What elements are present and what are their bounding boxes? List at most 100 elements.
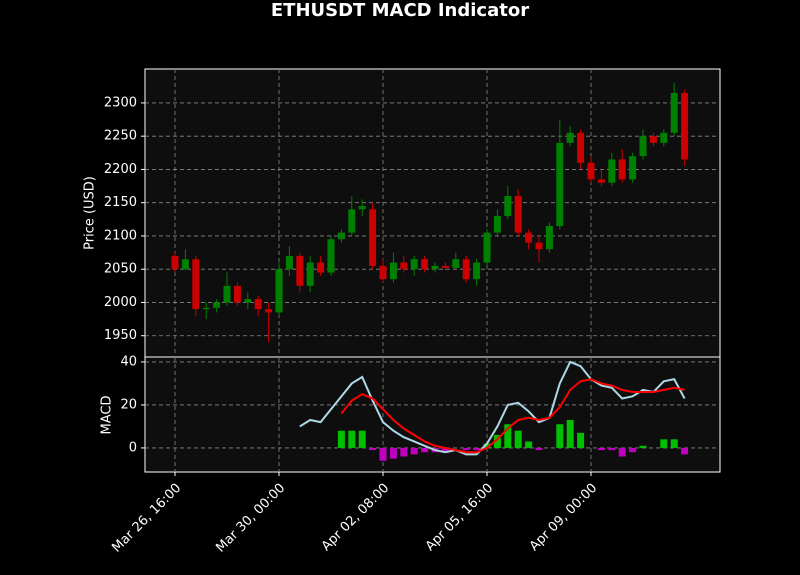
candle-body — [317, 262, 325, 273]
macd-axis-label: MACD — [100, 396, 115, 435]
histogram-bar — [629, 447, 637, 453]
candle-body — [525, 232, 533, 243]
histogram-bar — [389, 447, 397, 459]
candle-body — [348, 209, 356, 233]
x-tick-label: Apr 02, 08:00 — [319, 481, 392, 554]
histogram-bar — [639, 445, 647, 448]
candle-body — [441, 265, 449, 268]
candle-body — [254, 299, 262, 310]
histogram-bar — [535, 447, 543, 451]
candle-body — [223, 285, 231, 303]
y-tick-label: 0 — [129, 440, 137, 455]
x-tick-label: Apr 09, 00:00 — [527, 481, 600, 554]
candle-body — [597, 179, 605, 183]
histogram-bar — [473, 447, 481, 451]
histogram-bar — [400, 447, 408, 457]
candle-body — [337, 232, 345, 240]
histogram-bar — [410, 447, 418, 455]
candle-body — [296, 255, 304, 286]
histogram-bar — [421, 447, 429, 453]
x-tick-label: Mar 26, 16:00 — [109, 481, 184, 556]
histogram-bar — [608, 447, 616, 451]
candle-body — [618, 159, 626, 180]
y-tick-label: 2050 — [104, 262, 137, 277]
candle-body — [473, 262, 481, 280]
candle-body — [452, 259, 460, 268]
candle-body — [504, 196, 512, 216]
y-axis-label: Price (USD) — [83, 176, 98, 250]
candle-body — [629, 156, 637, 180]
y-tick-label: 2200 — [104, 162, 137, 177]
candle-body — [285, 255, 293, 270]
y-tick-label: 2150 — [104, 195, 137, 210]
candle-body — [681, 92, 689, 160]
y-tick-label: 2300 — [104, 95, 137, 110]
candle-body — [327, 239, 335, 273]
histogram-bar — [441, 447, 449, 453]
macd-line — [299, 360, 686, 456]
candle-body — [306, 262, 314, 286]
candle-body — [192, 259, 200, 310]
candle-body — [483, 232, 491, 263]
candle-body — [670, 92, 678, 133]
candle-body — [265, 309, 273, 313]
candle-body — [379, 265, 387, 280]
candle-body — [587, 162, 595, 180]
candle-body — [233, 285, 241, 303]
chart-title: ETHUSDT MACD Indicator — [271, 0, 529, 21]
candle-body — [577, 132, 585, 163]
y-tick-label: 40 — [120, 354, 137, 369]
candle-body — [556, 142, 564, 226]
macd-panel — [144, 356, 721, 473]
y-tick-label: 2250 — [104, 129, 137, 144]
histogram-bar — [525, 441, 533, 448]
candle-body — [608, 159, 616, 183]
candle-body — [493, 215, 501, 233]
candle-body — [369, 209, 377, 266]
candle-body — [431, 265, 439, 270]
histogram-bar — [504, 424, 512, 448]
histogram-bar — [681, 447, 689, 455]
candle-body — [171, 255, 179, 270]
histogram-bar — [462, 447, 470, 451]
candle-body — [649, 136, 657, 143]
histogram-bar — [670, 439, 678, 448]
histogram-bar — [618, 447, 626, 457]
candle-body — [213, 302, 221, 308]
x-tick-label: Apr 05, 16:00 — [423, 481, 496, 554]
histogram-bar — [369, 447, 377, 451]
histogram-bar — [337, 430, 345, 448]
histogram-bar — [493, 435, 501, 448]
candle-body — [545, 225, 553, 250]
histogram-bar — [379, 447, 387, 461]
histogram-bar — [660, 439, 668, 448]
histogram-bar — [577, 432, 585, 448]
histogram-bar — [566, 419, 574, 448]
candle-body — [462, 259, 470, 280]
candle-body — [639, 136, 647, 157]
histogram-bar — [514, 430, 522, 448]
price-panel — [144, 68, 721, 358]
candle-body — [275, 269, 283, 313]
histogram-bar — [483, 443, 491, 448]
candle-body — [389, 262, 397, 280]
histogram-bar — [556, 424, 564, 448]
candle-body — [358, 206, 366, 210]
histogram-bar — [597, 447, 605, 451]
candle-body — [514, 196, 522, 233]
y-tick-label: 20 — [120, 397, 137, 412]
x-tick-label: Mar 30, 00:00 — [213, 481, 288, 556]
candle-body — [181, 259, 189, 270]
candle-body — [410, 259, 418, 270]
candle-body — [421, 259, 429, 270]
candle-body — [535, 242, 543, 250]
candle-body — [244, 299, 252, 303]
y-tick-label: 1950 — [104, 328, 137, 343]
y-tick-label: 2000 — [104, 295, 137, 310]
macd-line — [340, 378, 685, 454]
candle-body — [202, 307, 210, 310]
candle-body — [566, 132, 574, 143]
candle-body — [660, 132, 668, 143]
